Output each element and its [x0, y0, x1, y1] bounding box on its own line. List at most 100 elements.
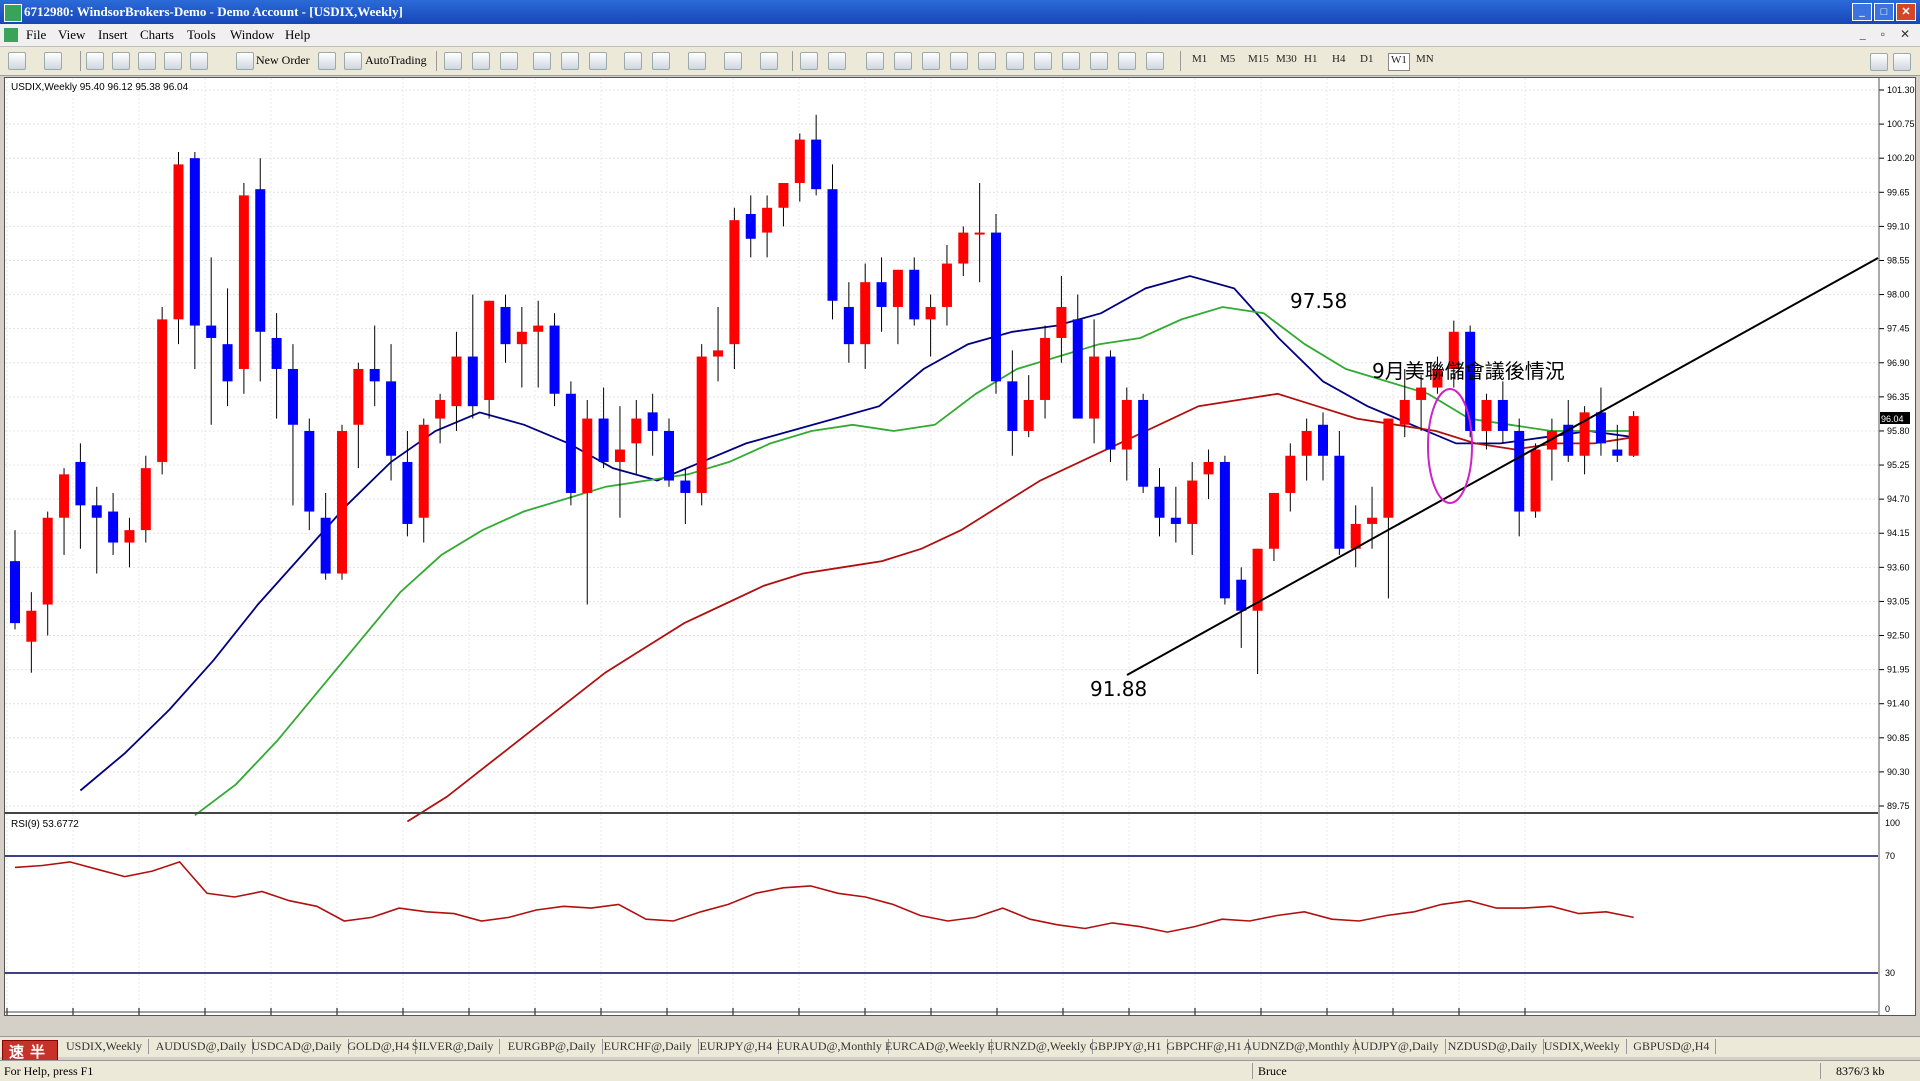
shapes-icon[interactable]: [1146, 52, 1164, 70]
chart-tab[interactable]: GBPUSD@,H4: [1627, 1039, 1717, 1054]
periods-clock-icon[interactable]: [724, 52, 742, 70]
autotrading-icon[interactable]: [344, 52, 362, 70]
candle-body: [860, 282, 871, 345]
menu-view[interactable]: View: [58, 27, 86, 42]
indicators-icon[interactable]: [688, 52, 706, 70]
bar-chart-icon[interactable]: [444, 52, 462, 70]
chart-tab[interactable]: AUDUSD@,Daily: [150, 1039, 254, 1054]
trendline-icon[interactable]: [922, 52, 940, 70]
candle-body: [762, 207, 773, 233]
candle-body: [157, 319, 168, 462]
price-label: 92.50: [1887, 631, 1910, 641]
menu-file[interactable]: File: [26, 27, 47, 42]
cursor-icon[interactable]: [800, 52, 818, 70]
market-watch-icon[interactable]: [86, 52, 104, 70]
chart-tab[interactable]: EURCHF@,Daily: [598, 1039, 699, 1054]
timeframe-h1[interactable]: H1: [1304, 53, 1318, 65]
autotrading-button[interactable]: AutoTrading: [365, 53, 427, 67]
chart-shift-icon[interactable]: [652, 52, 670, 70]
chart-tab[interactable]: NZDUSD@,Daily: [1442, 1039, 1545, 1054]
tile-windows-icon[interactable]: [589, 52, 607, 70]
data-window-icon[interactable]: [138, 52, 156, 70]
candle-body: [1203, 461, 1214, 475]
crosshair-icon[interactable]: [828, 52, 846, 70]
candle-body: [1285, 455, 1296, 493]
line-chart-icon[interactable]: [500, 52, 518, 70]
chart-tab[interactable]: EURGBP@,Daily: [502, 1039, 603, 1054]
auto-scroll-icon[interactable]: [624, 52, 642, 70]
timeframe-mn[interactable]: MN: [1416, 53, 1434, 65]
candle-body: [1334, 455, 1345, 549]
chart-tab[interactable]: GBPCHF@,H1: [1160, 1039, 1249, 1054]
chart-tab[interactable]: EURJPY@,H4: [694, 1039, 780, 1054]
menu-insert[interactable]: Insert: [98, 27, 128, 42]
templates-icon[interactable]: [760, 52, 778, 70]
candle-body: [909, 269, 920, 320]
navigator-icon[interactable]: [112, 52, 130, 70]
timeframe-w1[interactable]: W1: [1388, 53, 1410, 71]
chart-tab[interactable]: USDIX,Weekly: [60, 1039, 150, 1054]
candle-body: [320, 517, 331, 574]
annotation-high: 97.58: [1290, 289, 1347, 313]
metaeditor-icon[interactable]: [318, 52, 336, 70]
menu-tools[interactable]: Tools: [187, 27, 216, 42]
chart-tab[interactable]: AUDJPY@,Daily: [1346, 1039, 1446, 1054]
maximize-button[interactable]: □: [1874, 3, 1894, 21]
zoom-out-icon[interactable]: [561, 52, 579, 70]
candle-body: [124, 530, 135, 543]
app-icon: [4, 4, 22, 22]
candle-body: [1252, 548, 1263, 611]
menu-help[interactable]: Help: [285, 27, 311, 42]
menu-charts[interactable]: Charts: [140, 27, 174, 42]
menu-window[interactable]: Window: [230, 27, 275, 42]
candlesticks-icon[interactable]: [472, 52, 490, 70]
chart-tab[interactable]: EURCAD@,Weekly: [879, 1039, 992, 1054]
chart-tab[interactable]: GOLD@,H4: [341, 1039, 417, 1054]
chart-tab[interactable]: AUDNZD@,Monthly: [1237, 1039, 1357, 1054]
candle-body: [582, 418, 593, 493]
minimize-button[interactable]: _: [1852, 3, 1872, 21]
chart-tab[interactable]: SILVER@,Daily: [406, 1039, 501, 1054]
candle-body: [467, 356, 478, 407]
trendline[interactable]: [1126, 257, 1879, 676]
chart-tab[interactable]: EURAUD@,Monthly: [771, 1039, 889, 1054]
text-icon[interactable]: [1006, 52, 1024, 70]
horizontal-line-icon[interactable]: [894, 52, 912, 70]
terminal-icon[interactable]: [164, 52, 182, 70]
price-label: 100.20: [1887, 153, 1915, 163]
vertical-line-icon[interactable]: [866, 52, 884, 70]
timeframe-m5[interactable]: M5: [1220, 53, 1236, 65]
zoom-in-icon[interactable]: [533, 52, 551, 70]
candle-body: [287, 368, 298, 425]
timeframe-d1[interactable]: D1: [1360, 53, 1374, 65]
fibo-fan-icon[interactable]: [1090, 52, 1108, 70]
new-order-icon[interactable]: [236, 52, 254, 70]
chart-canvas[interactable]: 28 Dec 201425 Jan 201522 Feb 201522 Mar …: [5, 78, 1915, 1027]
annotation-low: 91.88: [1090, 677, 1147, 701]
timeframe-m15[interactable]: M15: [1248, 53, 1269, 65]
highlight-ellipse[interactable]: [1427, 388, 1473, 504]
mdi-window-controls[interactable]: _ ▫ ✕: [1859, 27, 1916, 41]
profiles-icon[interactable]: [44, 52, 62, 70]
chart-tab[interactable]: USDIX,Weekly: [1538, 1039, 1627, 1054]
candle-body: [1170, 517, 1181, 524]
chart-tab[interactable]: EURNZD@,Weekly: [981, 1039, 1094, 1054]
strategy-tester-icon[interactable]: [190, 52, 208, 70]
chart-area[interactable]: 28 Dec 201425 Jan 201522 Feb 201522 Mar …: [4, 77, 1916, 1027]
arrows-icon[interactable]: [1062, 52, 1080, 70]
search-icon[interactable]: [1870, 53, 1888, 71]
fibonacci-icon[interactable]: [978, 52, 996, 70]
timeframe-m30[interactable]: M30: [1276, 53, 1297, 65]
chart-tab[interactable]: GBPJPY@,H1: [1083, 1039, 1169, 1054]
timeframe-m1[interactable]: M1: [1192, 53, 1208, 65]
equidistant-channel-icon[interactable]: [950, 52, 968, 70]
text-label-icon[interactable]: [1034, 52, 1052, 70]
chart-tab[interactable]: USDCAD@,Daily: [246, 1039, 349, 1054]
timeframe-h4[interactable]: H4: [1332, 53, 1346, 65]
new-order-button[interactable]: New Order: [256, 53, 310, 67]
new-chart-icon[interactable]: [8, 52, 26, 70]
close-button[interactable]: ✕: [1896, 3, 1916, 21]
chat-icon[interactable]: [1893, 53, 1911, 71]
rsi-line: [14, 860, 1634, 933]
gann-icon[interactable]: [1118, 52, 1136, 70]
